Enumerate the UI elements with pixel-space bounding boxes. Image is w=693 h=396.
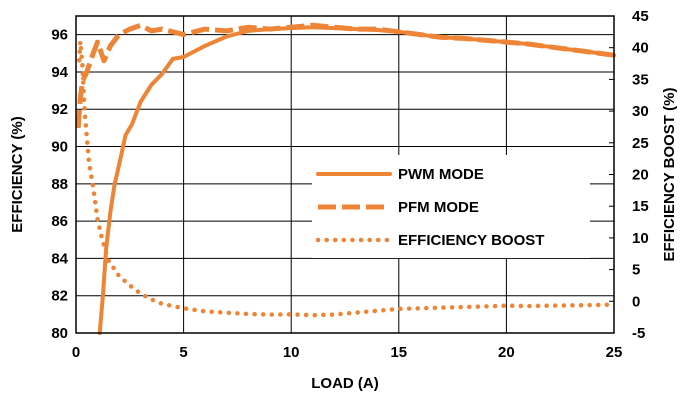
- y-tick-label: 84: [51, 250, 68, 267]
- y2-tick-label: 45: [632, 8, 649, 25]
- y2-tick-label: 20: [632, 167, 649, 184]
- y-tick-label: 90: [51, 139, 68, 156]
- x-tick-label: 0: [72, 344, 80, 361]
- y2-tick-label: -5: [632, 325, 645, 342]
- y-tick-label: 80: [51, 325, 68, 342]
- legend: PWM MODE PFM MODE EFFICIENCY BOOST: [312, 155, 590, 258]
- x-tick-label: 5: [179, 344, 187, 361]
- y2-tick-label: 10: [632, 230, 649, 247]
- y2-tick-label: 35: [632, 71, 649, 88]
- y2-tick-label: 0: [632, 293, 640, 310]
- y-tick-label: 92: [51, 101, 68, 118]
- y-tick-label: 86: [51, 213, 68, 230]
- y-tick-label: 94: [51, 64, 68, 81]
- y2-tick-label: 25: [632, 135, 649, 152]
- series-efficiency-boost-line: [76, 39, 617, 318]
- y2-tick-label: 15: [632, 198, 649, 215]
- legend-label-pwm: PWM MODE: [398, 166, 484, 183]
- tick-labels: 80 82 84 86 88 90 92 94 96 -5 0 5 10 15 20 25 30 35 40 45 0 5…: [51, 8, 648, 361]
- plot-area-frame: [75, 15, 615, 334]
- series-lines: [75, 22, 617, 335]
- y2-tick-label: 30: [632, 103, 649, 120]
- y-tick-label: 88: [51, 176, 68, 193]
- x-tick-label: 20: [498, 344, 515, 361]
- x-tick-label: 10: [283, 344, 300, 361]
- x-tick-label: 25: [606, 344, 623, 361]
- y-tick-label: 96: [51, 27, 68, 44]
- y2-tick-label: 5: [632, 262, 640, 279]
- y2-tick-label: 40: [632, 40, 649, 57]
- y-axis-title: EFFICIENCY (%): [9, 116, 26, 232]
- x-tick-label: 15: [390, 344, 407, 361]
- series-pfm-mode-line: [75, 22, 615, 129]
- x-axis-title: LOAD (A): [311, 375, 379, 392]
- y-tick-label: 82: [51, 288, 68, 305]
- legend-label-boost: EFFICIENCY BOOST: [398, 232, 544, 249]
- y2-axis-title: EFFICIENCY BOOST (%): [661, 88, 678, 262]
- legend-label-pfm: PFM MODE: [398, 199, 479, 216]
